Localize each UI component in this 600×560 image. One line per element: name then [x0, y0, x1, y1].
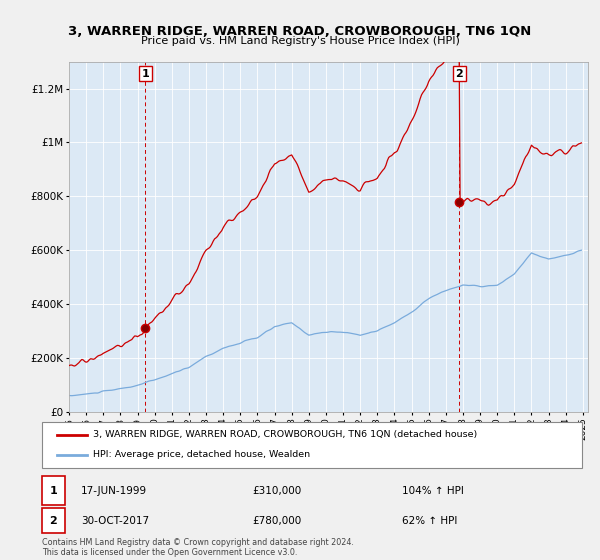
- Text: £780,000: £780,000: [252, 516, 301, 526]
- Text: 62% ↑ HPI: 62% ↑ HPI: [402, 516, 457, 526]
- Text: 1: 1: [50, 486, 57, 496]
- Text: 3, WARREN RIDGE, WARREN ROAD, CROWBOROUGH, TN6 1QN: 3, WARREN RIDGE, WARREN ROAD, CROWBOROUG…: [68, 25, 532, 38]
- Text: 3, WARREN RIDGE, WARREN ROAD, CROWBOROUGH, TN6 1QN (detached house): 3, WARREN RIDGE, WARREN ROAD, CROWBOROUG…: [93, 430, 477, 439]
- Text: £310,000: £310,000: [252, 486, 301, 496]
- Text: Price paid vs. HM Land Registry's House Price Index (HPI): Price paid vs. HM Land Registry's House …: [140, 36, 460, 46]
- Text: Contains HM Land Registry data © Crown copyright and database right 2024.
This d: Contains HM Land Registry data © Crown c…: [42, 538, 354, 557]
- Text: 2: 2: [50, 516, 57, 526]
- Text: 30-OCT-2017: 30-OCT-2017: [81, 516, 149, 526]
- Text: 104% ↑ HPI: 104% ↑ HPI: [402, 486, 464, 496]
- Text: 1: 1: [142, 69, 149, 79]
- Text: HPI: Average price, detached house, Wealden: HPI: Average price, detached house, Weal…: [93, 450, 310, 459]
- Text: 17-JUN-1999: 17-JUN-1999: [81, 486, 147, 496]
- Text: 2: 2: [455, 69, 463, 79]
